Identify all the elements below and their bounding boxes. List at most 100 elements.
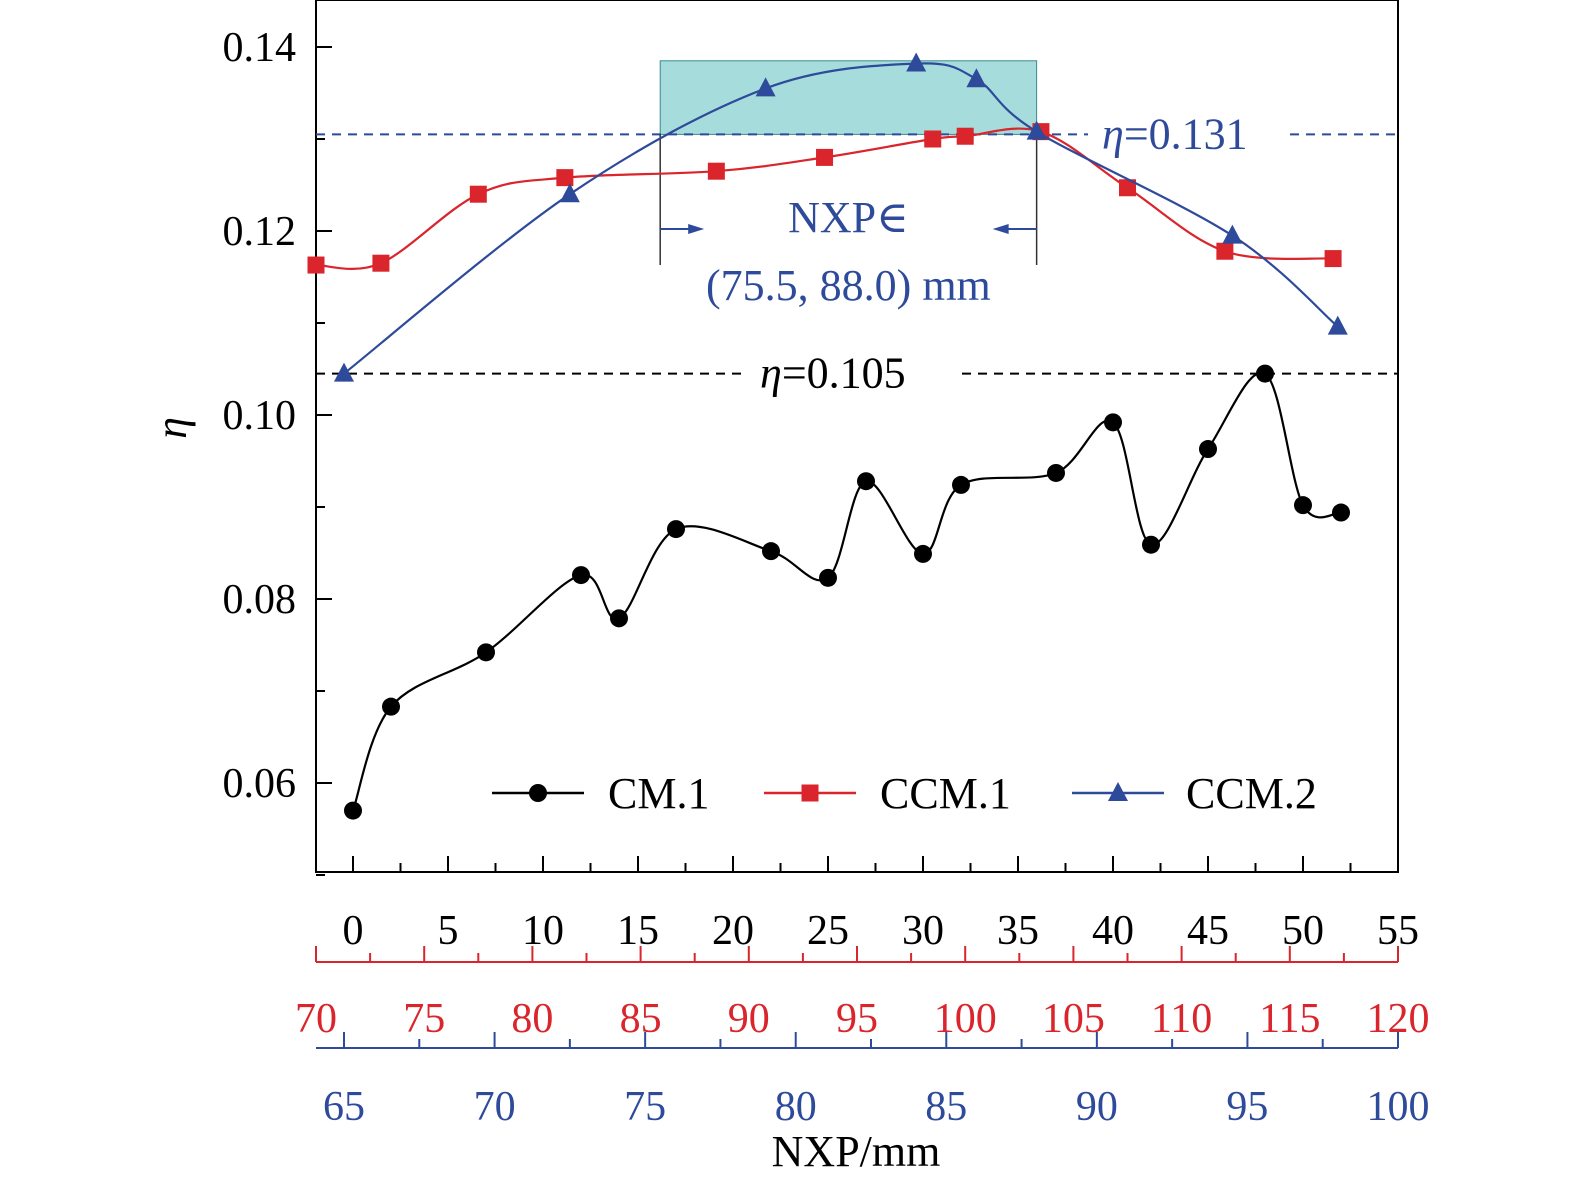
- data-point: [1256, 364, 1274, 383]
- x-tick-label: 80: [511, 996, 553, 1042]
- data-point: [1104, 413, 1122, 432]
- shaded-region: [659, 60, 1038, 135]
- x-tick-label: 75: [403, 996, 445, 1042]
- x-tick-label: 65: [323, 1084, 365, 1130]
- data-point: [1026, 120, 1047, 140]
- plot-area-frame: [315, 0, 1399, 873]
- y-tick-label: 0.08: [223, 577, 297, 623]
- x-tick-label: 15: [617, 908, 659, 954]
- data-point: [755, 77, 776, 97]
- x-tick-label: 45: [1187, 908, 1229, 954]
- x-tick-label: 35: [997, 908, 1039, 954]
- x-tick-label: 105: [1042, 996, 1105, 1042]
- x-tick-label: 20: [712, 908, 754, 954]
- x-tick-label: 85: [925, 1084, 967, 1130]
- data-point: [344, 801, 362, 820]
- data-point: [956, 127, 974, 145]
- x-tick-label: 100: [1367, 1084, 1430, 1130]
- data-point: [1294, 496, 1312, 515]
- y-axis: 0.06 0.08 0.10 0.12 0.14: [223, 25, 332, 876]
- x-tick-label: 75: [624, 1084, 666, 1130]
- data-point: [1216, 242, 1234, 260]
- series-layer: [307, 52, 1350, 820]
- legend-item: CCM.2: [1072, 769, 1317, 818]
- x-tick-label: 100: [934, 996, 997, 1042]
- x-axis-red: 70 75 80 85 90 95 100 105 110 115 120: [295, 946, 1430, 1042]
- x-tick-label: 25: [807, 908, 849, 954]
- range-annotation-layer: NXP∈ (75.5, 88.0) mm: [659, 134, 1038, 310]
- legend-item: CM.1: [492, 769, 709, 818]
- x-tick-label: 95: [836, 996, 878, 1042]
- series-ccm-1: [307, 123, 1342, 274]
- series-line: [351, 371, 1342, 811]
- x-tick-label: 5: [438, 908, 459, 954]
- legend-item: CCM.1: [764, 769, 1011, 818]
- data-point: [1222, 224, 1243, 244]
- data-point: [1047, 463, 1065, 482]
- reference-line-label: η=0.105: [760, 349, 906, 398]
- reference-line: η=0.131: [316, 109, 1398, 158]
- range-annotation-line1: NXP∈: [788, 193, 909, 242]
- legend: CM.1 CCM.1 CCM.2: [492, 769, 1317, 818]
- data-point: [1142, 535, 1160, 554]
- legend-label: CCM.2: [1186, 769, 1317, 818]
- data-point: [1332, 503, 1350, 522]
- legend-label: CCM.1: [880, 769, 1011, 818]
- data-point: [610, 609, 628, 628]
- x-tick-label: 40: [1092, 908, 1134, 954]
- data-point: [914, 544, 932, 563]
- data-point: [906, 52, 927, 72]
- x-tick-label: 70: [295, 996, 337, 1042]
- y-tick-label: 0.06: [223, 761, 297, 807]
- x-tick-label: 110: [1151, 996, 1212, 1042]
- x-tick-label: 90: [1076, 1084, 1118, 1130]
- x-tick-label: 80: [775, 1084, 817, 1130]
- x-tick-label: 30: [902, 908, 944, 954]
- x-axis-black: 0 5 10 15 20 25 30 35 40 45 50 55: [343, 856, 1419, 954]
- y-axis-title: η: [147, 417, 196, 439]
- data-point: [857, 472, 875, 491]
- legend-marker: [801, 784, 819, 802]
- data-point: [556, 169, 574, 187]
- data-point: [1324, 250, 1342, 268]
- legend-label: CM.1: [608, 769, 709, 818]
- reference-line-label: η=0.131: [1102, 109, 1248, 158]
- x-tick-label: 10: [522, 908, 564, 954]
- series-ccm-2: [334, 52, 1348, 382]
- legend-marker: [1108, 782, 1128, 801]
- data-point: [816, 148, 834, 166]
- x-axis-title: NXP/mm: [772, 1127, 941, 1176]
- data-point: [966, 68, 987, 88]
- legend-marker: [529, 784, 547, 802]
- shaded-region-layer: [659, 60, 1038, 135]
- x-axis-blue: 65 70 75 80 85 90 95 100: [316, 1032, 1430, 1130]
- series-cm-1: [344, 364, 1350, 820]
- data-point: [762, 542, 780, 561]
- data-point: [1119, 179, 1136, 197]
- x-tick-label: 90: [728, 996, 770, 1042]
- data-point: [382, 697, 400, 716]
- data-point: [477, 643, 495, 662]
- arrow-right-head: [992, 224, 1009, 234]
- data-point: [707, 162, 725, 180]
- data-point: [559, 183, 580, 203]
- x-tick-label: 70: [474, 1084, 516, 1130]
- y-tick-label: 0.10: [223, 393, 297, 439]
- range-annotation-line2: (75.5, 88.0) mm: [706, 261, 991, 310]
- data-point: [572, 566, 590, 585]
- y-tick-label: 0.14: [223, 25, 297, 71]
- data-point: [469, 185, 487, 203]
- data-point: [1327, 315, 1348, 335]
- reference-line: η=0.105: [316, 349, 1398, 398]
- x-tick-label: 0: [343, 908, 364, 954]
- x-tick-label: 115: [1259, 996, 1320, 1042]
- data-point: [1199, 440, 1217, 459]
- data-point: [334, 362, 354, 382]
- data-point: [924, 130, 942, 148]
- x-tick-label: 95: [1226, 1084, 1268, 1130]
- data-point: [372, 254, 390, 272]
- y-tick-label: 0.12: [223, 209, 297, 255]
- data-point: [819, 568, 837, 587]
